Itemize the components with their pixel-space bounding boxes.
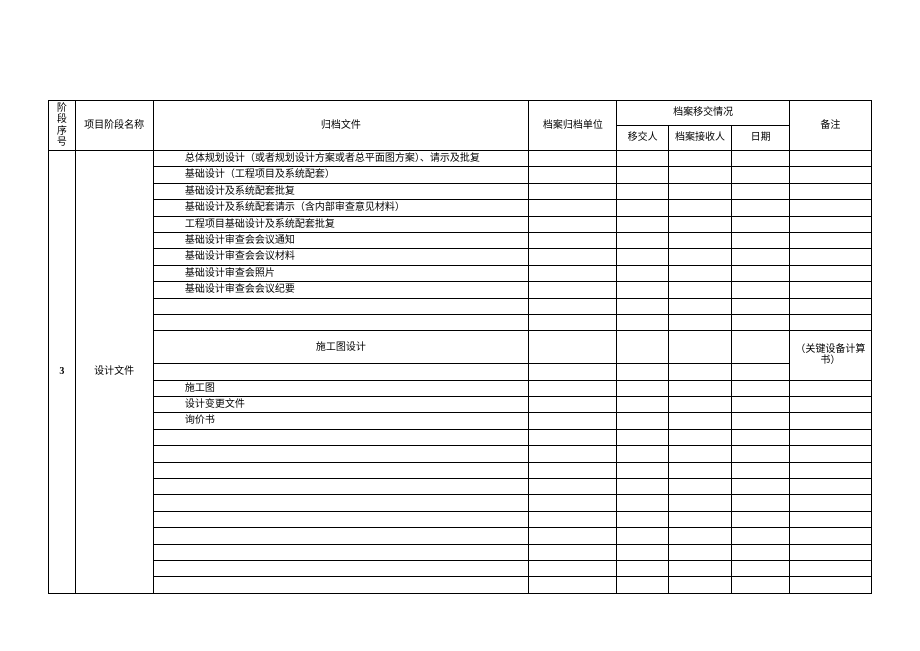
col-seq: 阶段序号 <box>49 101 76 151</box>
table-row <box>49 314 872 330</box>
handover-cell <box>617 151 668 167</box>
col-receiver: 档案接收人 <box>668 126 732 151</box>
doc-cell <box>182 314 529 330</box>
table-row <box>49 479 872 495</box>
table-row: 基础设计审查会照片 <box>49 265 872 281</box>
doc-cell <box>182 429 529 445</box>
doc-cell: 基础设计及系统配套请示（含内部审查意见材料） <box>182 200 529 216</box>
table-row <box>49 364 872 380</box>
col-stage: 项目阶段名称 <box>75 101 153 151</box>
table-row <box>49 298 872 314</box>
table-row <box>49 528 872 544</box>
col-date: 日期 <box>732 126 789 151</box>
doc-cell: 施工图 <box>182 380 529 396</box>
table-row: 基础设计审查会会议通知 <box>49 232 872 248</box>
doc-cell: 基础设计审查会会议通知 <box>182 232 529 248</box>
section-remark: （关键设备计算书） <box>789 331 871 380</box>
unit-cell <box>529 151 617 167</box>
section-title: 施工图设计 <box>153 331 529 364</box>
section-row: 施工图设计 （关键设备计算书） <box>49 331 872 364</box>
table-row <box>49 511 872 527</box>
doc-cell: 工程项目基础设计及系统配套批复 <box>182 216 529 232</box>
date-cell <box>732 151 789 167</box>
col-doc: 归档文件 <box>153 101 529 151</box>
doc-cell <box>182 446 529 462</box>
doc-cell <box>182 560 529 576</box>
receiver-cell <box>668 151 732 167</box>
archive-table: 阶段序号 项目阶段名称 归档文件 档案归档单位 档案移交情况 备注 移交人 档案… <box>48 100 872 594</box>
doc-cell <box>182 544 529 560</box>
stage-cell: 设计文件 <box>75 151 153 594</box>
col-handover: 移交人 <box>617 126 668 151</box>
doc-cell: 基础设计审查会会议材料 <box>182 249 529 265</box>
table-row: 施工图 <box>49 380 872 396</box>
seq-cell: 3 <box>49 151 76 594</box>
col-remark: 备注 <box>789 101 871 151</box>
doc-cell: 基础设计（工程项目及系统配套） <box>182 167 529 183</box>
doc-cell <box>182 511 529 527</box>
doc-cell: 基础设计审查会会议纪要 <box>182 282 529 298</box>
table-row <box>49 577 872 593</box>
doc-cell: 总体规划设计（或者规划设计方案或者总平面图方案）、请示及批复 <box>182 151 529 167</box>
doc-cell <box>182 298 529 314</box>
table-row: 设计变更文件 <box>49 397 872 413</box>
doc-cell <box>182 577 529 593</box>
table-row: 基础设计及系统配套批复 <box>49 183 872 199</box>
doc-cell <box>182 364 529 380</box>
table-row: 基础设计及系统配套请示（含内部审查意见材料） <box>49 200 872 216</box>
table-row <box>49 462 872 478</box>
doc-cell: 基础设计审查会照片 <box>182 265 529 281</box>
table-row <box>49 429 872 445</box>
doc-cell <box>182 495 529 511</box>
col-unit: 档案归档单位 <box>529 101 617 151</box>
table-row: 询价书 <box>49 413 872 429</box>
col-transfer-group: 档案移交情况 <box>617 101 789 126</box>
doc-cell: 基础设计及系统配套批复 <box>182 183 529 199</box>
doc-cell <box>182 528 529 544</box>
table-row: 基础设计审查会会议纪要 <box>49 282 872 298</box>
doc-cell <box>182 462 529 478</box>
table-row: 基础设计（工程项目及系统配套） <box>49 167 872 183</box>
table-row: 3 设计文件 总体规划设计（或者规划设计方案或者总平面图方案）、请示及批复 <box>49 151 872 167</box>
table-row <box>49 560 872 576</box>
doc-cell: 设计变更文件 <box>182 397 529 413</box>
remark-cell <box>789 151 871 167</box>
table-row <box>49 544 872 560</box>
table-row <box>49 446 872 462</box>
sub-cell <box>153 151 182 167</box>
table-row: 工程项目基础设计及系统配套批复 <box>49 216 872 232</box>
header-row-1: 阶段序号 项目阶段名称 归档文件 档案归档单位 档案移交情况 备注 <box>49 101 872 126</box>
doc-cell: 询价书 <box>182 413 529 429</box>
table-row: 基础设计审查会会议材料 <box>49 249 872 265</box>
archive-table-container: 阶段序号 项目阶段名称 归档文件 档案归档单位 档案移交情况 备注 移交人 档案… <box>48 100 872 594</box>
doc-cell <box>182 479 529 495</box>
table-row <box>49 495 872 511</box>
